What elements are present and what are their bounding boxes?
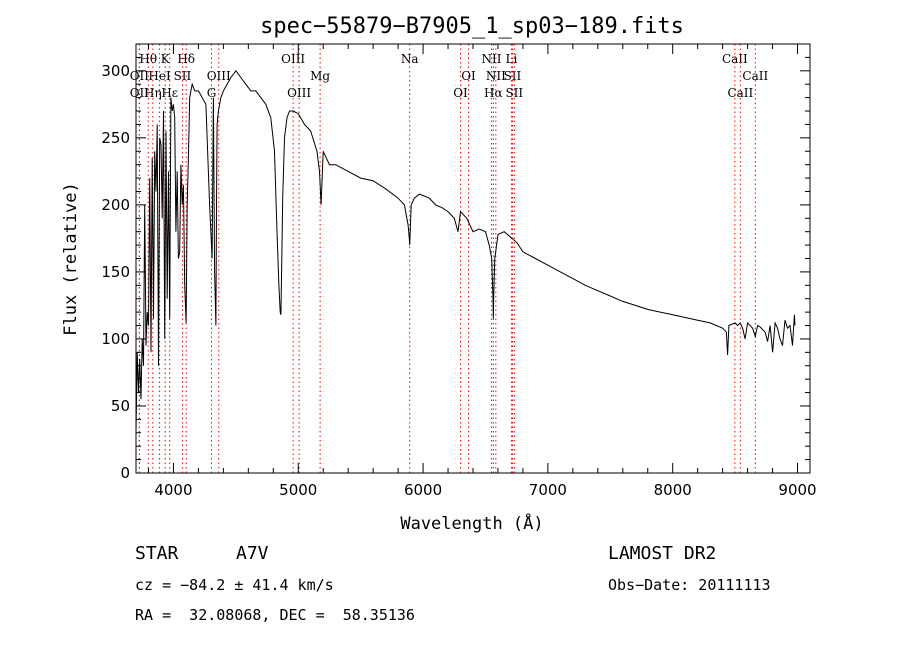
marker-label-11: OIII <box>281 52 305 66</box>
marker-label-4: HeI <box>148 69 171 83</box>
chart-title: spec−55879−B7905_1_sp03−189.fits <box>260 14 684 39</box>
marker-label-22: SII <box>505 86 523 100</box>
marker-label-18: NII <box>486 69 506 83</box>
marker-label-0: Hθ <box>139 52 157 66</box>
object-subclass: A7V <box>236 543 269 564</box>
y-tick-label-6: 300 <box>101 62 130 80</box>
coordinates: RA = 32.08068, DEC = 58.35136 <box>135 606 415 624</box>
spectrum-series <box>135 69 796 433</box>
axes: 4000 5000 6000 7000 8000 9000 0 50 100 150 200 250 3… <box>101 44 817 499</box>
marker-label-19: SII <box>504 69 522 83</box>
marker-label-15: NII <box>481 52 501 66</box>
series-line-0 <box>135 69 796 433</box>
marker-label-20: OI <box>453 86 468 100</box>
y-axis-label: Flux (relative) <box>61 182 81 336</box>
x-tick-label-4: 8000 <box>654 481 692 499</box>
marker-label-13: OIII <box>287 86 311 100</box>
marker-label-23: CaII <box>722 52 748 66</box>
y-tick-label-1: 50 <box>111 397 130 415</box>
plot-frame <box>135 43 811 474</box>
x-tick-label-3: 7000 <box>529 481 567 499</box>
x-tick-label-1: 5000 <box>279 481 317 499</box>
marker-label-16: Li <box>506 52 518 66</box>
marker-label-6: OIII <box>207 69 231 83</box>
marker-label-25: CaII <box>727 86 753 100</box>
marker-label-10: G <box>207 86 217 100</box>
x-tick-label-5: 9000 <box>778 481 816 499</box>
survey-name: LAMOST DR2 <box>608 543 717 564</box>
marker-label-14: Na <box>401 52 419 66</box>
x-tick-label-0: 4000 <box>154 481 192 499</box>
marker-label-1: K <box>161 52 171 66</box>
marker-label-9: Hε <box>161 86 178 100</box>
y-tick-label-3: 150 <box>101 263 130 281</box>
x-tick-label-2: 6000 <box>404 481 442 499</box>
marker-label-17: OI <box>461 69 476 83</box>
y-tick-label-4: 200 <box>101 196 130 214</box>
marker-label-24: CaII <box>742 69 768 83</box>
redshift-readout: cz = −84.2 ± 41.4 km/s <box>135 576 334 594</box>
marker-label-8: Hη <box>144 86 162 100</box>
marker-label-21: Hα <box>484 86 503 100</box>
obs-date: Obs−Date: 20111113 <box>608 576 771 594</box>
y-tick-label-2: 100 <box>101 330 130 348</box>
object-class: STAR <box>135 543 179 564</box>
marker-label-5: SII <box>174 69 192 83</box>
y-tick-label-0: 0 <box>120 464 130 482</box>
marker-label-7: OII <box>130 86 150 100</box>
marker-label-12: Mg <box>310 69 330 83</box>
y-tick-label-5: 250 <box>101 129 130 147</box>
x-axis-label: Wavelength (Å) <box>400 512 543 534</box>
marker-label-2: Hδ <box>177 52 195 66</box>
